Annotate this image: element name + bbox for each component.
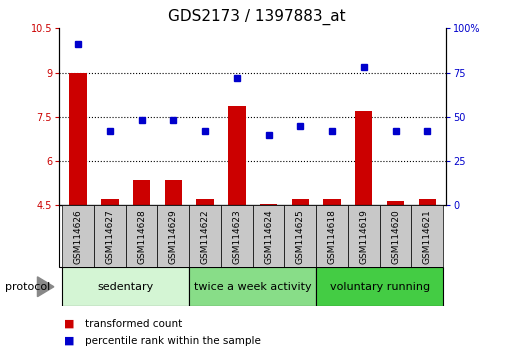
Text: GSM114628: GSM114628 bbox=[137, 209, 146, 264]
Bar bbox=[387, 201, 404, 205]
Bar bbox=[291, 199, 309, 205]
Bar bbox=[316, 267, 443, 306]
Text: GSM114623: GSM114623 bbox=[232, 209, 241, 264]
Bar bbox=[380, 205, 411, 267]
Text: GSM114619: GSM114619 bbox=[359, 209, 368, 264]
Polygon shape bbox=[37, 277, 54, 297]
Bar bbox=[411, 205, 443, 267]
Text: GSM114625: GSM114625 bbox=[296, 209, 305, 264]
Bar bbox=[126, 205, 157, 267]
Text: GSM114620: GSM114620 bbox=[391, 209, 400, 264]
Bar bbox=[189, 205, 221, 267]
Text: GSM114618: GSM114618 bbox=[327, 209, 337, 264]
Bar bbox=[323, 199, 341, 205]
Bar bbox=[284, 205, 316, 267]
Text: sedentary: sedentary bbox=[97, 282, 154, 292]
Bar bbox=[157, 205, 189, 267]
Bar bbox=[253, 205, 284, 267]
Bar bbox=[133, 180, 150, 205]
Bar bbox=[69, 73, 87, 205]
Text: GSM114622: GSM114622 bbox=[201, 209, 209, 264]
Text: GSM114629: GSM114629 bbox=[169, 209, 178, 264]
Text: ■: ■ bbox=[64, 336, 78, 346]
Text: voluntary running: voluntary running bbox=[329, 282, 430, 292]
Text: GSM114626: GSM114626 bbox=[73, 209, 83, 264]
Text: ■: ■ bbox=[64, 319, 78, 329]
Text: percentile rank within the sample: percentile rank within the sample bbox=[85, 336, 261, 346]
Text: transformed count: transformed count bbox=[85, 319, 182, 329]
Bar bbox=[62, 267, 189, 306]
Bar bbox=[221, 205, 253, 267]
Bar bbox=[165, 180, 182, 205]
Text: protocol: protocol bbox=[5, 282, 50, 292]
Text: twice a week activity: twice a week activity bbox=[194, 282, 311, 292]
Bar bbox=[260, 204, 277, 205]
Bar bbox=[101, 199, 119, 205]
Bar bbox=[189, 267, 316, 306]
Text: GSM114627: GSM114627 bbox=[105, 209, 114, 264]
Bar bbox=[355, 111, 372, 205]
Text: GSM114621: GSM114621 bbox=[423, 209, 432, 264]
Bar bbox=[196, 199, 214, 205]
Bar bbox=[228, 107, 246, 205]
Bar bbox=[348, 205, 380, 267]
Bar bbox=[62, 205, 94, 267]
Bar bbox=[316, 205, 348, 267]
Text: GSM114624: GSM114624 bbox=[264, 209, 273, 264]
Bar bbox=[94, 205, 126, 267]
Text: GDS2173 / 1397883_at: GDS2173 / 1397883_at bbox=[168, 9, 345, 25]
Bar bbox=[419, 199, 436, 205]
